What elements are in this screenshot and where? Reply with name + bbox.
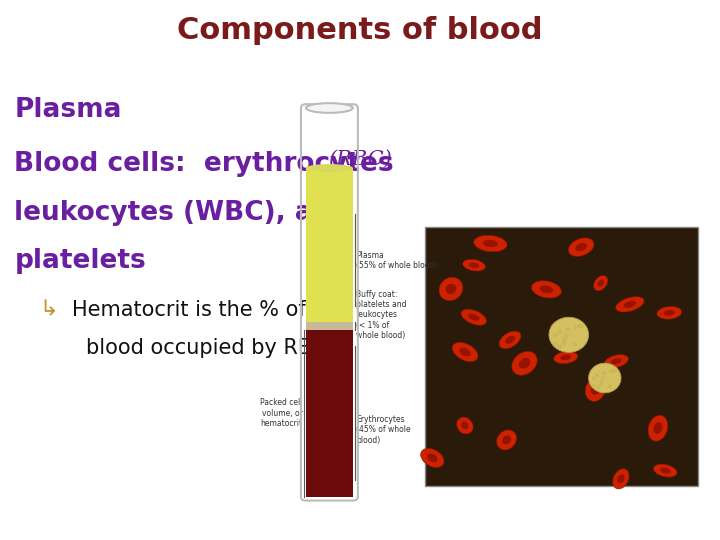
Ellipse shape: [590, 384, 600, 395]
Ellipse shape: [595, 386, 600, 390]
Ellipse shape: [540, 286, 553, 293]
Ellipse shape: [420, 448, 444, 468]
Bar: [306, 322, 353, 329]
Ellipse shape: [469, 262, 479, 268]
Ellipse shape: [595, 374, 599, 377]
Bar: [306, 329, 353, 497]
Ellipse shape: [531, 281, 562, 298]
Text: Erythrocytes
(45% of whole
blood): Erythrocytes (45% of whole blood): [356, 415, 411, 445]
Ellipse shape: [598, 280, 604, 287]
Ellipse shape: [565, 327, 570, 332]
Ellipse shape: [497, 430, 516, 450]
Ellipse shape: [461, 309, 487, 325]
Ellipse shape: [502, 435, 511, 444]
Ellipse shape: [463, 259, 485, 271]
Ellipse shape: [446, 284, 456, 294]
Text: leukocytes (WBC), and: leukocytes (WBC), and: [14, 200, 351, 226]
Ellipse shape: [654, 464, 677, 477]
Ellipse shape: [557, 345, 562, 349]
Ellipse shape: [512, 352, 537, 375]
Ellipse shape: [474, 235, 507, 252]
Ellipse shape: [549, 317, 589, 353]
Ellipse shape: [439, 277, 463, 301]
Ellipse shape: [575, 243, 587, 251]
Text: Buffy coat:
platelets and
leukocytes
(< 1% of
whole blood): Buffy coat: platelets and leukocytes (< …: [356, 289, 407, 340]
Ellipse shape: [568, 238, 594, 256]
Ellipse shape: [648, 415, 668, 441]
Ellipse shape: [612, 369, 616, 373]
Ellipse shape: [499, 331, 521, 349]
Ellipse shape: [559, 327, 574, 335]
Text: Hematocrit is the % of: Hematocrit is the % of: [72, 300, 306, 320]
Ellipse shape: [654, 422, 662, 434]
Text: blood occupied by RBC.: blood occupied by RBC.: [86, 338, 333, 357]
Text: Blood cells:  erythrocytes: Blood cells: erythrocytes: [14, 151, 413, 177]
Ellipse shape: [553, 333, 558, 337]
Ellipse shape: [611, 358, 621, 365]
Ellipse shape: [592, 384, 596, 388]
Ellipse shape: [588, 363, 621, 393]
Ellipse shape: [617, 474, 625, 483]
Ellipse shape: [562, 337, 567, 341]
Text: Plasma
(55% of whole blood): Plasma (55% of whole blood): [356, 251, 438, 270]
Ellipse shape: [459, 348, 471, 356]
Ellipse shape: [427, 454, 438, 462]
Ellipse shape: [452, 342, 478, 362]
Ellipse shape: [657, 306, 682, 319]
Ellipse shape: [624, 301, 636, 308]
Ellipse shape: [564, 333, 569, 338]
Text: (RBC): (RBC): [328, 150, 392, 168]
Ellipse shape: [613, 469, 629, 489]
Ellipse shape: [664, 310, 675, 316]
Ellipse shape: [562, 341, 566, 345]
Ellipse shape: [602, 372, 606, 375]
Ellipse shape: [574, 325, 578, 329]
Ellipse shape: [608, 384, 612, 388]
Ellipse shape: [616, 296, 644, 312]
Text: Packed cell
volume, or
hematocrit: Packed cell volume, or hematocrit: [260, 399, 302, 428]
Ellipse shape: [579, 324, 583, 328]
Ellipse shape: [553, 342, 558, 346]
Ellipse shape: [456, 417, 473, 434]
Ellipse shape: [585, 378, 606, 401]
Ellipse shape: [599, 380, 603, 383]
Ellipse shape: [601, 376, 605, 380]
Ellipse shape: [660, 468, 670, 474]
Ellipse shape: [577, 324, 582, 328]
Text: Plasma: Plasma: [14, 97, 122, 123]
Ellipse shape: [613, 369, 617, 373]
Bar: [306, 168, 353, 322]
Ellipse shape: [573, 342, 577, 347]
Ellipse shape: [306, 164, 353, 172]
Ellipse shape: [483, 240, 498, 247]
Ellipse shape: [593, 275, 608, 291]
Ellipse shape: [519, 358, 530, 369]
Ellipse shape: [554, 352, 577, 363]
Ellipse shape: [462, 422, 469, 429]
Ellipse shape: [560, 355, 571, 360]
Text: ↳: ↳: [40, 300, 58, 320]
Ellipse shape: [306, 103, 353, 113]
Ellipse shape: [505, 336, 515, 344]
Bar: [425, 227, 698, 486]
Ellipse shape: [608, 369, 613, 373]
Ellipse shape: [592, 376, 595, 380]
Ellipse shape: [468, 314, 480, 321]
Ellipse shape: [557, 329, 562, 334]
Ellipse shape: [604, 355, 629, 368]
Ellipse shape: [599, 383, 603, 387]
Text: platelets: platelets: [14, 248, 146, 274]
Text: Components of blood: Components of blood: [177, 16, 543, 45]
Ellipse shape: [551, 322, 582, 341]
